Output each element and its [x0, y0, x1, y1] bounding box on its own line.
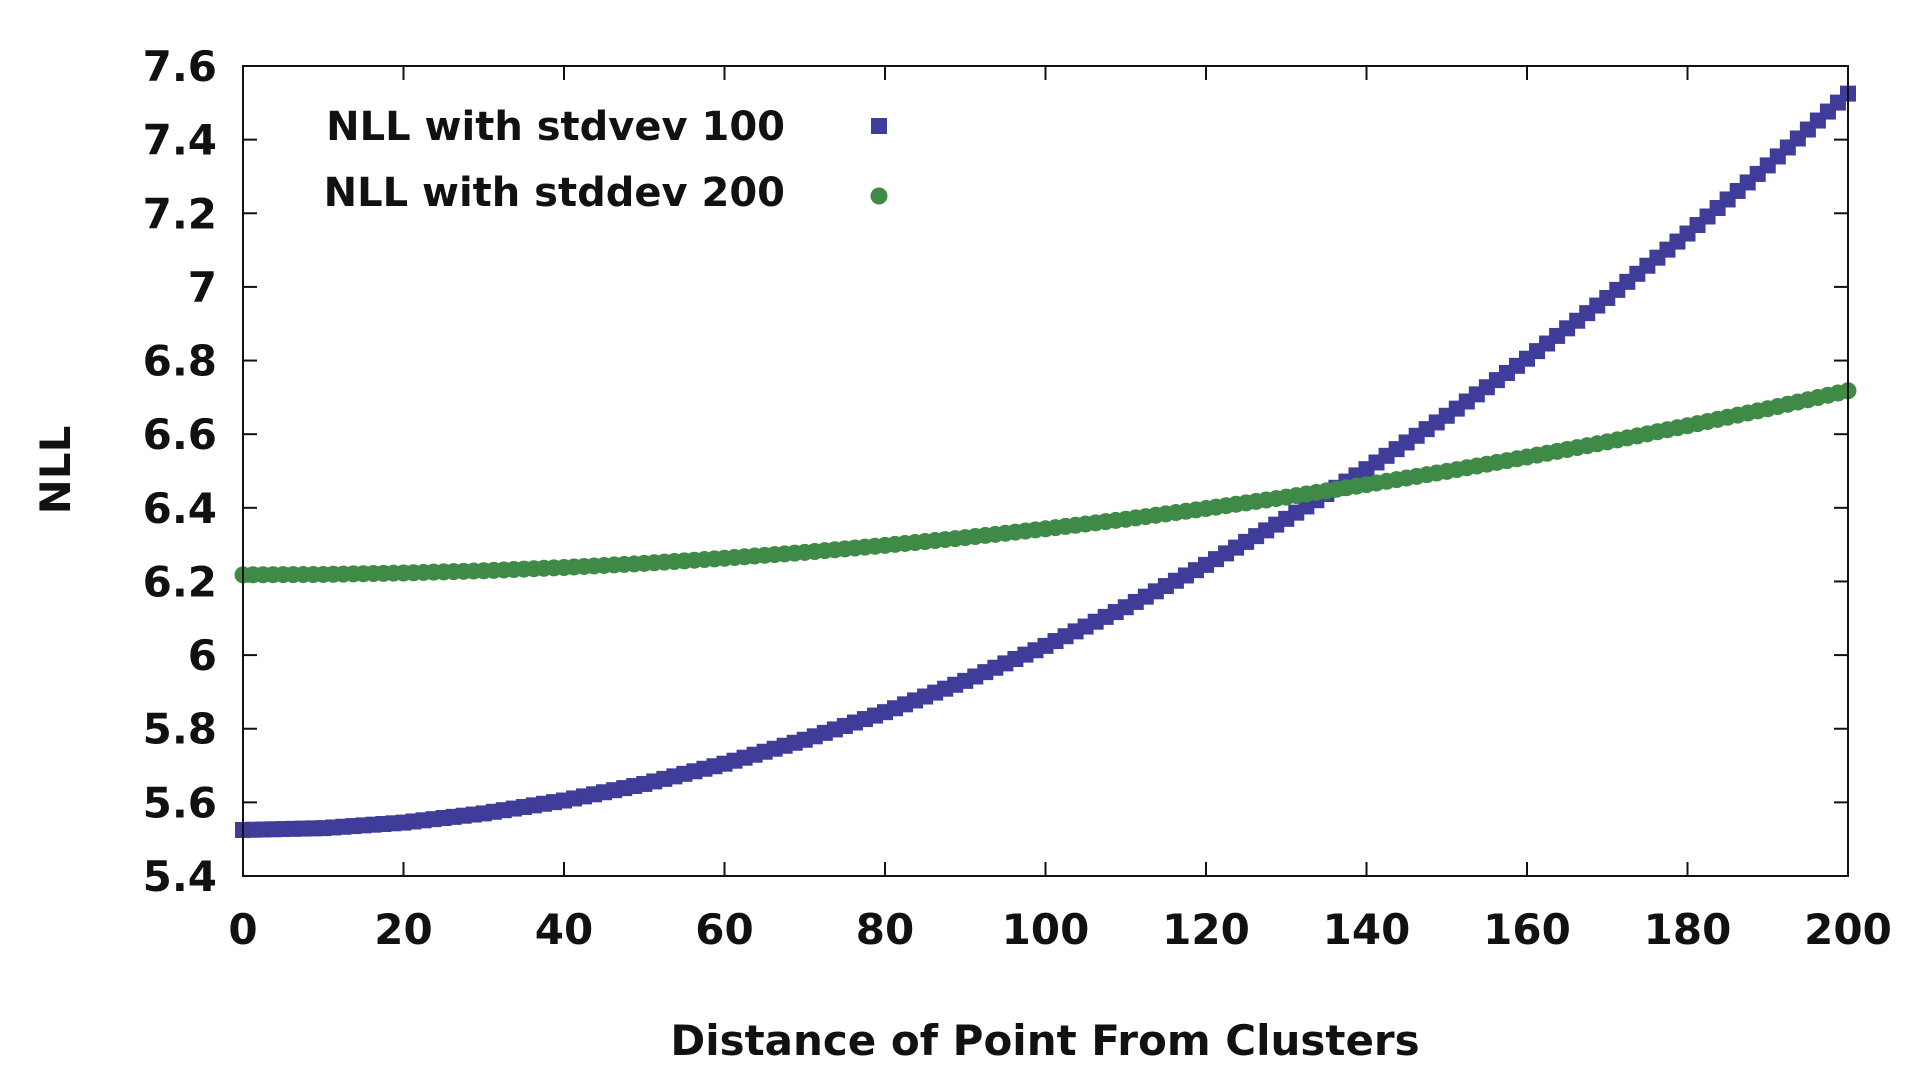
- y-tick-label: 7: [188, 263, 217, 312]
- x-tick-label: 80: [856, 905, 914, 954]
- x-tick-label: 140: [1323, 905, 1411, 954]
- plot-area-frame: [242, 65, 1849, 877]
- points-layer: [234, 85, 1857, 838]
- x-tick-label: 20: [374, 905, 432, 954]
- y-tick-label: 7.6: [143, 42, 217, 91]
- y-axis-title: NLL: [31, 426, 80, 515]
- x-tick-label: 60: [695, 905, 753, 954]
- y-tick-label: 6.6: [143, 410, 217, 459]
- y-tick-label: 6.4: [143, 484, 217, 533]
- legend: NLL with stdvev 100 NLL with stddev 200: [324, 104, 888, 216]
- legend-marker-circle: [870, 187, 888, 205]
- y-tick-label: 6.2: [143, 557, 217, 606]
- x-tick-label: 0: [228, 905, 257, 954]
- y-tick-label: 6: [188, 631, 217, 680]
- legend-label-1: NLL with stdvev 100: [326, 104, 785, 150]
- labels-layer: 0 20 40 60 80 100 120 140 160 180 200 5.4 5.6 5.8 6 6.2…: [143, 42, 1892, 954]
- x-tick-label: 200: [1804, 905, 1892, 954]
- x-tick-label: 180: [1644, 905, 1732, 954]
- series-2: [234, 382, 1857, 584]
- series-1: [235, 85, 1856, 838]
- x-tick-label: 40: [535, 905, 593, 954]
- y-tick-label: 6.8: [143, 337, 217, 386]
- x-axis-title: Distance of Point From Clusters: [670, 1016, 1419, 1065]
- x-tick-label: 160: [1483, 905, 1571, 954]
- y-tick-label: 7.4: [143, 116, 217, 165]
- y-tick-label: 5.6: [143, 778, 217, 827]
- x-tick-label: 100: [1002, 905, 1090, 954]
- y-tick-label: 5.8: [143, 705, 217, 754]
- legend-label-2: NLL with stddev 200: [324, 170, 785, 216]
- legend-marker-square: [871, 118, 887, 134]
- y-tick-label: 7.2: [143, 189, 217, 238]
- x-tick-label: 120: [1162, 905, 1250, 954]
- y-tick-label: 5.4: [143, 852, 217, 901]
